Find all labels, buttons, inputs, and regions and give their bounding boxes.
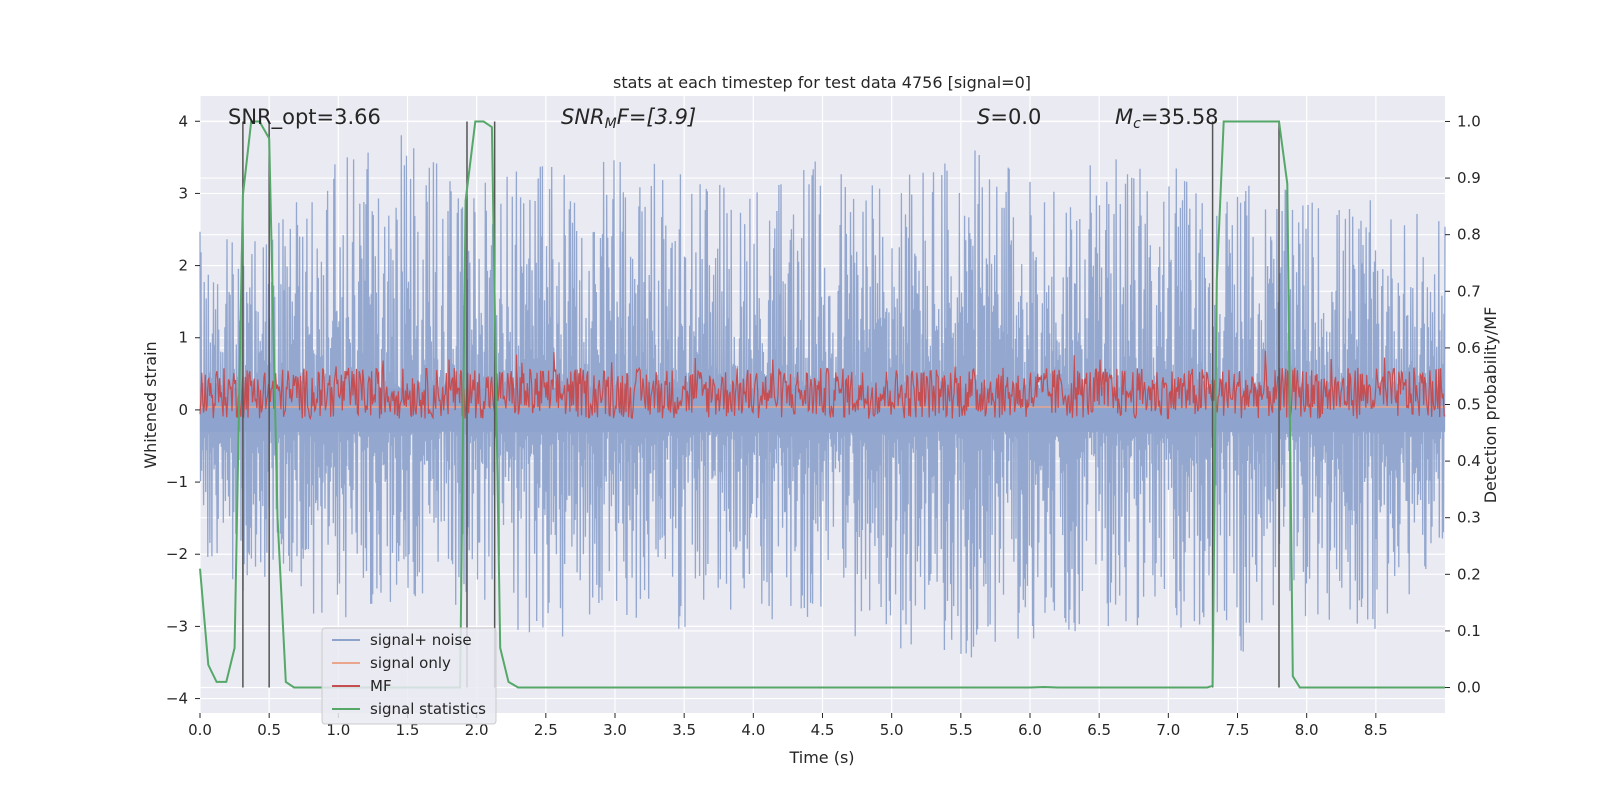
legend-label-signal-statistics: signal statistics <box>370 700 486 718</box>
y2-tick-label: 0.0 <box>1457 679 1481 697</box>
x-tick-label: 5.5 <box>949 721 973 739</box>
y-tick-label: 0 <box>178 401 188 419</box>
y2-tick-label: 0.4 <box>1457 452 1481 470</box>
y2-axis-label: Detection probability/MF <box>1481 307 1500 504</box>
y-axis-label: Whitened strain <box>141 341 160 468</box>
x-tick-label: 8.0 <box>1295 721 1319 739</box>
mc-name: M <box>1115 105 1133 129</box>
snr-mf-subscript: M <box>605 116 617 132</box>
annotation-snr-mf: SNRMF=[3.9] <box>561 105 696 132</box>
x-tick-label: 3.0 <box>603 721 627 739</box>
y-tick-label: 3 <box>178 184 188 202</box>
x-tick-label: 3.5 <box>672 721 696 739</box>
x-tick-label: 7.0 <box>1156 721 1180 739</box>
x-axis-label: Time (s) <box>788 748 854 767</box>
y-tick-label: 1 <box>178 329 188 347</box>
x-axis-ticks: 0.0 0.5 1.0 1.5 2.0 2.5 3.0 3.5 4.0 4.5 5.0 5.5 6.0 6… <box>188 713 1388 739</box>
legend: signal+ noise signal only MF signal stat… <box>321 627 497 725</box>
chart-title: stats at each timestep for test data 475… <box>613 73 1031 92</box>
x-tick-label: 0.5 <box>257 721 281 739</box>
legend-label-signal-only: signal only <box>370 654 451 672</box>
y-tick-label: −3 <box>166 617 188 635</box>
y2-tick-label: 0.7 <box>1457 282 1481 300</box>
y-tick-label: 2 <box>178 257 188 275</box>
x-tick-label: 1.0 <box>326 721 350 739</box>
annotation-mc: Mc=35.58 <box>1115 105 1219 132</box>
series-mf <box>199 350 1446 421</box>
y2-tick-label: 0.2 <box>1457 565 1481 583</box>
y2-tick-label: 0.6 <box>1457 339 1481 357</box>
x-tick-label: 1.5 <box>396 721 420 739</box>
y-tick-label: −4 <box>166 690 188 708</box>
y-axis-ticks: 4 3 2 1 0 −1 −2 −3 −4 <box>166 112 200 708</box>
y-tick-label: 4 <box>178 112 188 130</box>
legend-box <box>321 627 497 725</box>
y2-axis-ticks: 1.0 0.9 0.8 0.7 0.6 0.5 0.4 0.3 0.2 0.1 0.0 <box>1445 112 1481 697</box>
snr-mf-name: SNR <box>561 105 605 129</box>
snr-mf-rest: F=[3.9] <box>617 105 696 129</box>
legend-label-mf: MF <box>370 677 392 695</box>
x-tick-label: 5.0 <box>880 721 904 739</box>
y2-tick-label: 0.8 <box>1457 226 1481 244</box>
x-tick-label: 7.5 <box>1226 721 1250 739</box>
y2-tick-label: 0.9 <box>1457 169 1481 187</box>
x-tick-label: 6.0 <box>1018 721 1042 739</box>
mc-subscript: c <box>1133 116 1141 132</box>
y2-tick-label: 1.0 <box>1457 112 1481 130</box>
x-tick-label: 2.0 <box>465 721 489 739</box>
noise-trace <box>199 135 1446 658</box>
mf-trace <box>199 350 1446 421</box>
annotation-snr-opt: SNR_opt=3.66 <box>228 105 381 130</box>
x-tick-label: 6.5 <box>1087 721 1111 739</box>
series-signal-statistics <box>199 120 1445 689</box>
y2-tick-label: 0.5 <box>1457 396 1481 414</box>
annotation-s: S=0.0 <box>977 105 1041 129</box>
s-value: =0.0 <box>990 105 1041 129</box>
y2-tick-label: 0.1 <box>1457 622 1481 640</box>
x-tick-label: 0.0 <box>188 721 212 739</box>
y-tick-label: −1 <box>166 473 188 491</box>
x-tick-label: 8.5 <box>1364 721 1388 739</box>
legend-label-signal-noise: signal+ noise <box>370 631 472 649</box>
x-tick-label: 4.0 <box>741 721 765 739</box>
s-name: S <box>977 105 990 129</box>
signal-statistics-line <box>199 120 1445 689</box>
x-tick-label: 4.5 <box>811 721 835 739</box>
y-tick-label: −2 <box>166 545 188 563</box>
mc-value: =35.58 <box>1141 105 1219 129</box>
y2-tick-label: 0.3 <box>1457 509 1481 527</box>
x-tick-label: 2.5 <box>534 721 558 739</box>
